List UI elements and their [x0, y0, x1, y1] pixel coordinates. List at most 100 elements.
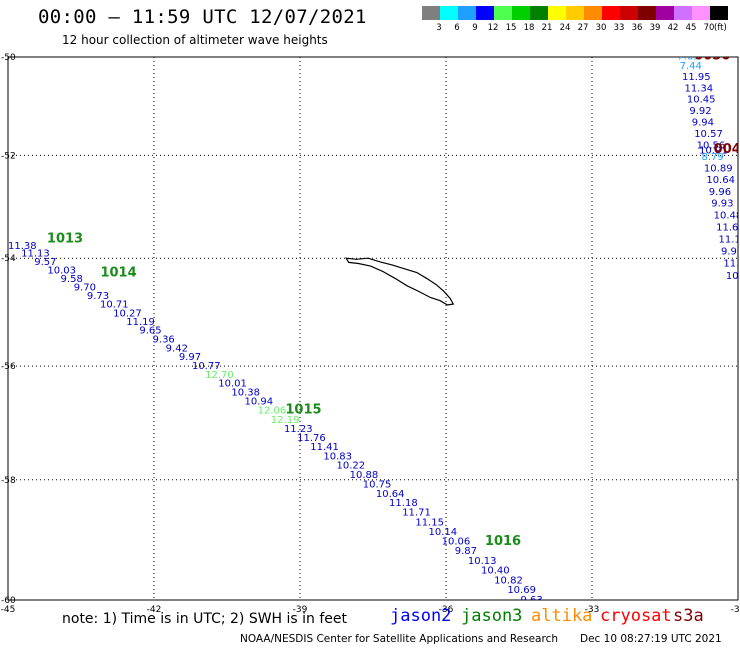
- wave-height-value: 10.22: [337, 461, 366, 472]
- wave-height-legend: 3 6 9 12 15 18 21 24 27 30 33 36 39 42 45 70 (ft): [422, 6, 728, 36]
- wave-height-value: 11.13: [21, 249, 50, 260]
- wave-height-value: 11.23: [284, 424, 313, 435]
- wave-height-value: 10.64: [706, 175, 735, 186]
- wave-height-value: 9.73: [87, 291, 109, 302]
- south-georgia-island: [345, 257, 455, 306]
- wave-height-value: 10.45: [687, 95, 716, 106]
- longitude-tick-label: -45: [1, 605, 16, 615]
- map-title: 00:00 – 11:59 UTC 12/07/2021: [38, 6, 367, 28]
- wave-height-value: 9.92: [689, 106, 711, 117]
- latitude-tick-label: -56: [1, 362, 16, 372]
- wave-height-value: 10.88: [350, 470, 379, 481]
- satellite-name: cryosat: [600, 606, 672, 626]
- wave-height-value: 10.01: [218, 379, 247, 390]
- legend-label: 3: [436, 23, 442, 33]
- pass-number-label: 1013: [47, 231, 83, 246]
- wave-height-value: 11.34: [684, 83, 713, 94]
- pass-number-label: 1016: [485, 534, 521, 549]
- wave-height-value: 11.71: [402, 508, 431, 519]
- wave-height-value: 9.57: [34, 257, 56, 268]
- wave-height-value: 9.94: [692, 117, 714, 128]
- wave-height-value: 9.87: [455, 546, 477, 557]
- legend-swatch: [440, 6, 458, 20]
- wave-height-value: 11.18: [389, 498, 418, 509]
- wave-height-value: 10.77: [192, 361, 221, 372]
- longitude-tick-label: -36: [439, 605, 454, 615]
- wave-height-value: 11.: [723, 259, 739, 270]
- wave-height-value: 10.83: [323, 451, 352, 462]
- latitude-tick-label: -52: [1, 151, 16, 161]
- wave-height-value: 10: [726, 271, 739, 282]
- legend-swatch: [620, 6, 638, 20]
- legend-swatch: [602, 6, 620, 20]
- wave-height-value: 9.70: [74, 283, 96, 294]
- wave-height-value: 11.41: [310, 442, 339, 453]
- legend-label: 21: [541, 23, 553, 33]
- wave-height-value: 9.93: [711, 199, 733, 210]
- longitude-tick-label: -30: [731, 605, 740, 615]
- pass-number-label: 1015: [285, 403, 321, 418]
- legend-label: 36: [631, 23, 643, 33]
- wave-height-value: 10.69: [507, 585, 536, 596]
- wave-height-value: 12.19: [271, 415, 300, 426]
- wave-height-value: 9.97: [179, 352, 201, 363]
- legend-swatch: [710, 6, 728, 20]
- satellite-name: s3a: [673, 606, 704, 626]
- legend-label: 18: [523, 23, 535, 33]
- wave-height-value: 10.38: [231, 388, 260, 399]
- wave-height-value: 10.64: [376, 489, 405, 500]
- map-subtitle: 12 hour collection of altimeter wave hei…: [62, 33, 328, 47]
- wave-height-value: 10.40: [481, 566, 510, 577]
- legend-unit: (ft): [714, 23, 727, 33]
- legend-label: 12: [487, 23, 499, 33]
- wave-height-value: 10.89: [704, 163, 733, 174]
- legend-label: 27: [577, 23, 589, 33]
- wave-height-value: 11.19: [126, 317, 155, 328]
- wave-height-value: 11.15: [415, 517, 444, 528]
- wave-height-value: 9.42: [166, 343, 188, 354]
- wave-height-value: 12.70: [205, 370, 234, 381]
- satellite-name: altika: [531, 606, 593, 626]
- wave-height-value: 11.38: [8, 241, 37, 252]
- satellite-name: jason2: [390, 606, 452, 626]
- wave-height-value: 10.75: [363, 479, 392, 490]
- wave-height-value: 11.76: [297, 433, 326, 444]
- legend-label: 24: [559, 23, 571, 33]
- wave-height-value: 9.36: [153, 334, 175, 345]
- legend-swatch: [530, 6, 548, 20]
- legend-label: 9: [472, 23, 478, 33]
- legend-label: 6: [454, 23, 460, 33]
- wave-height-value: 10.27: [113, 308, 142, 319]
- wave-height-value: 9.9: [721, 247, 737, 258]
- wave-height-value: 9.96: [709, 187, 731, 198]
- wave-height-value: 11.95: [682, 72, 711, 83]
- wave-height-value: 10.91: [699, 145, 728, 156]
- wave-height-value: 7.65: [677, 51, 699, 62]
- wave-height-value: 10.03: [47, 266, 76, 277]
- wave-height-value: 10.13: [468, 556, 497, 567]
- pass-number-label: 1014: [100, 266, 136, 281]
- wave-height-value: 9.07: [560, 625, 582, 636]
- legend-swatch: [548, 6, 566, 20]
- legend-label: 39: [649, 23, 661, 33]
- wave-height-value: 10.82: [494, 575, 523, 586]
- legend-swatch: [566, 6, 584, 20]
- pass-number-label: 0050: [694, 48, 730, 63]
- wave-height-value: 11.11: [719, 234, 740, 245]
- legend-swatch: [692, 6, 710, 20]
- wave-height-value: 12.06: [258, 406, 287, 417]
- pass-number-label: 0049: [714, 142, 740, 157]
- legend-label: 30: [595, 23, 607, 33]
- legend-label: 45: [685, 23, 697, 33]
- latitude-tick-label: -58: [1, 476, 16, 486]
- latitude-tick-label: -60: [1, 596, 16, 606]
- wave-height-value: 9.58: [61, 274, 83, 285]
- legend-label: 15: [505, 23, 517, 33]
- generation-timestamp: Dec 10 08:27:19 UTC 2021: [580, 633, 722, 645]
- wave-height-value: 10.57: [694, 129, 723, 140]
- footnote: note: 1) Time is in UTC; 2) SWH is in fe…: [62, 611, 348, 627]
- latitude-tick-label: -50: [1, 53, 16, 63]
- longitude-tick-label: -33: [585, 605, 600, 615]
- legend-swatch: [638, 6, 656, 20]
